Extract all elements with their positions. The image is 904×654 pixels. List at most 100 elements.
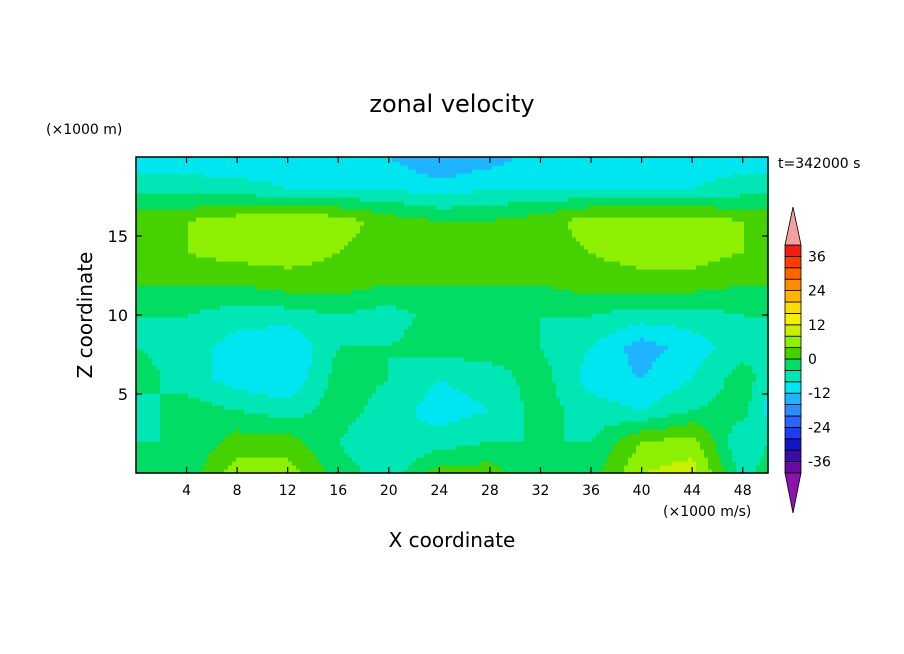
field-cell bbox=[656, 457, 661, 462]
time-label: t=342000 s bbox=[778, 156, 860, 172]
field-cell bbox=[308, 397, 313, 402]
field-cell bbox=[356, 373, 361, 378]
field-cell bbox=[192, 397, 197, 402]
field-cell bbox=[364, 361, 369, 366]
field-cell bbox=[400, 421, 405, 426]
field-cell bbox=[720, 357, 725, 362]
field-cell bbox=[704, 409, 709, 414]
field-cell bbox=[248, 405, 253, 410]
field-cell bbox=[652, 369, 657, 374]
field-cell bbox=[288, 353, 293, 358]
field-cell bbox=[556, 437, 561, 442]
field-cell bbox=[540, 349, 545, 354]
field-cell bbox=[524, 425, 529, 430]
field-cell bbox=[300, 365, 305, 370]
field-cell bbox=[328, 345, 333, 350]
field-cell bbox=[700, 421, 705, 426]
field-cell bbox=[608, 373, 613, 378]
field-cell bbox=[648, 373, 653, 378]
field-cell bbox=[580, 393, 585, 398]
field-cell bbox=[416, 465, 421, 470]
field-cell bbox=[188, 429, 193, 434]
field-cell bbox=[408, 453, 413, 458]
field-cell bbox=[508, 349, 513, 354]
field-cell bbox=[436, 465, 441, 470]
field-cell bbox=[260, 373, 265, 378]
field-cell bbox=[188, 449, 193, 454]
field-cell bbox=[312, 469, 317, 474]
field-cell bbox=[760, 405, 765, 410]
field-cell bbox=[220, 393, 225, 398]
field-cell bbox=[276, 433, 281, 438]
field-cell bbox=[172, 385, 177, 390]
field-cell bbox=[416, 441, 421, 446]
field-cell bbox=[500, 409, 505, 414]
field-cell bbox=[160, 385, 165, 390]
field-cell bbox=[180, 365, 185, 370]
field-cell bbox=[524, 445, 529, 450]
field-cell bbox=[724, 461, 729, 466]
field-cell bbox=[448, 357, 453, 362]
field-cell bbox=[480, 465, 485, 470]
field-cell bbox=[232, 369, 237, 374]
field-cell bbox=[488, 405, 493, 410]
field-cell bbox=[316, 445, 321, 450]
field-cell bbox=[352, 365, 357, 370]
field-cell bbox=[320, 345, 325, 350]
field-cell bbox=[388, 389, 393, 394]
field-cell bbox=[200, 361, 205, 366]
field-cell bbox=[328, 361, 333, 366]
field-cell bbox=[412, 385, 417, 390]
field-cell bbox=[400, 469, 405, 474]
field-cell bbox=[608, 449, 613, 454]
field-cell bbox=[424, 417, 429, 422]
field-cell bbox=[292, 437, 297, 442]
field-cell bbox=[460, 353, 465, 358]
field-cell bbox=[388, 449, 393, 454]
field-cell bbox=[516, 457, 521, 462]
field-cell bbox=[584, 441, 589, 446]
field-cell bbox=[716, 461, 721, 466]
field-cell bbox=[380, 421, 385, 426]
field-cell bbox=[432, 401, 437, 406]
field-cell bbox=[492, 405, 497, 410]
field-cell bbox=[276, 429, 281, 434]
field-cell bbox=[588, 409, 593, 414]
field-cell bbox=[312, 409, 317, 414]
field-cell bbox=[204, 449, 209, 454]
field-cell bbox=[160, 397, 165, 402]
field-cell bbox=[564, 445, 569, 450]
field-cell bbox=[684, 429, 689, 434]
field-cell bbox=[440, 465, 445, 470]
field-cell bbox=[264, 385, 269, 390]
field-cell bbox=[560, 457, 565, 462]
field-cell bbox=[348, 417, 353, 422]
field-cell bbox=[560, 421, 565, 426]
field-cell bbox=[492, 397, 497, 402]
field-cell bbox=[472, 449, 477, 454]
field-cell bbox=[364, 429, 369, 434]
field-cell bbox=[416, 457, 421, 462]
field-cell bbox=[512, 373, 517, 378]
field-cell bbox=[212, 401, 217, 406]
field-cell bbox=[188, 389, 193, 394]
field-cell bbox=[636, 425, 641, 430]
field-cell bbox=[204, 465, 209, 470]
field-cell bbox=[464, 365, 469, 370]
field-cell bbox=[420, 401, 425, 406]
field-cell bbox=[328, 409, 333, 414]
field-cell bbox=[196, 393, 201, 398]
field-cell bbox=[200, 417, 205, 422]
field-cell bbox=[524, 377, 529, 382]
field-cell bbox=[528, 449, 533, 454]
field-cell bbox=[288, 393, 293, 398]
field-cell bbox=[216, 441, 221, 446]
field-cell bbox=[464, 361, 469, 366]
field-cell bbox=[744, 429, 749, 434]
field-cell bbox=[676, 405, 681, 410]
field-cell bbox=[256, 401, 261, 406]
field-cell bbox=[636, 409, 641, 414]
field-cell bbox=[664, 401, 669, 406]
field-cell bbox=[500, 469, 505, 474]
field-cell bbox=[200, 469, 205, 474]
